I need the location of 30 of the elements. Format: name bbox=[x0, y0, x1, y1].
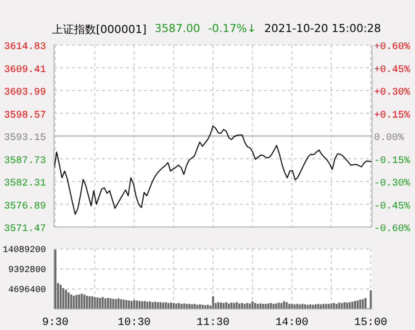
x-tick-label: 10:30 bbox=[118, 316, 151, 329]
y-tick-label: 3614.83 bbox=[4, 42, 46, 53]
chart-title: 上证指数[000001] bbox=[52, 22, 147, 37]
y2-tick-label: -0.15% bbox=[374, 156, 410, 167]
y-tick-label: 3576.89 bbox=[4, 201, 46, 212]
x-tick-label: 9:30 bbox=[42, 316, 69, 329]
y-tick-label: 3609.41 bbox=[4, 64, 46, 76]
x-tick-label: 15:00 bbox=[354, 316, 388, 329]
y2-tick-label: -0.60% bbox=[374, 224, 410, 235]
y-tick-label: 9392800 bbox=[8, 265, 46, 276]
text: -0.17%↓ bbox=[208, 22, 256, 37]
y-tick-label: 14089200 bbox=[2, 245, 46, 256]
x-tick-label: 14:00 bbox=[275, 316, 308, 329]
x-tick-label: 11:30 bbox=[196, 316, 230, 329]
y-tick-label: 3598.57 bbox=[4, 110, 46, 122]
text: 2021-10-20 15:00:28 bbox=[264, 22, 382, 37]
y2-tick-label: +0.45% bbox=[374, 64, 410, 76]
y-tick-label: 3582.31 bbox=[4, 178, 46, 190]
y-tick-label: 3587.73 bbox=[4, 156, 46, 167]
y2-tick-label: 0.00% bbox=[374, 133, 404, 144]
y2-tick-label: +0.15% bbox=[374, 110, 410, 122]
y2-tick-label: +0.30% bbox=[374, 88, 410, 98]
y-tick-label: 3593.15 bbox=[4, 133, 46, 144]
y2-tick-label: -0.30% bbox=[374, 178, 410, 190]
y-tick-label: 4696400 bbox=[8, 285, 46, 296]
y-tick-label: 3571.47 bbox=[4, 224, 46, 235]
text: 3587.00 bbox=[154, 22, 200, 37]
y2-tick-label: +0.60% bbox=[374, 42, 410, 53]
y2-tick-label: -0.45% bbox=[374, 201, 410, 212]
y-tick-label: 3603.99 bbox=[4, 88, 46, 98]
